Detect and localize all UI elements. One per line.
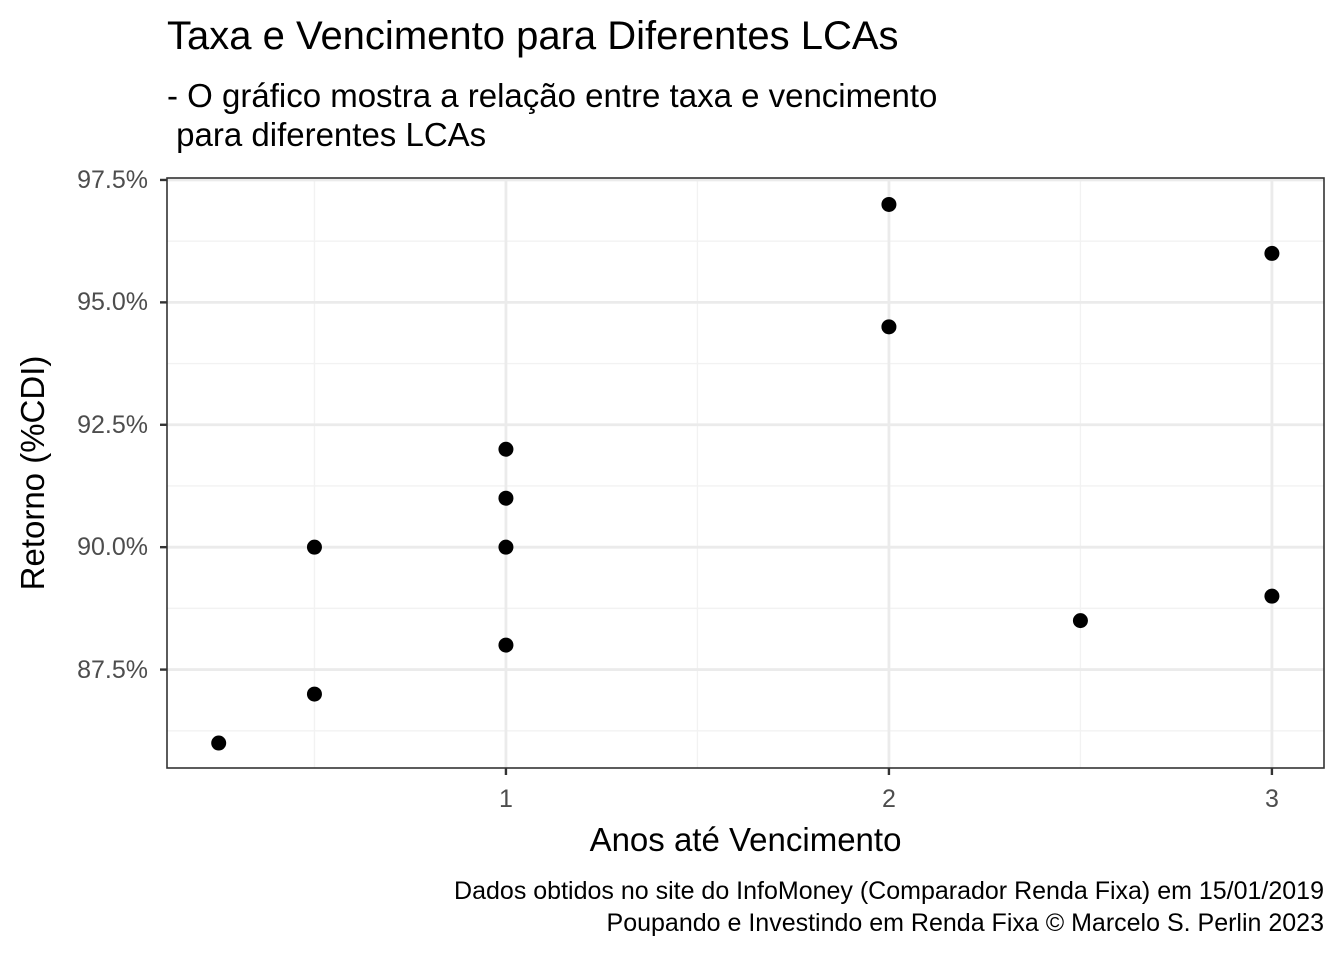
y-tick-label: 90.0% [77,533,148,562]
data-point [211,735,227,751]
data-point [498,490,514,506]
caption-source: Dados obtidos no site do InfoMoney (Comp… [454,877,1324,905]
data-point [881,196,897,212]
x-tick-label: 2 [881,785,896,813]
data-point [498,637,514,653]
y-tick-label: 95.0% [77,288,148,317]
data-point [498,441,514,457]
axis-ticks [160,178,1274,775]
y-tick-label: 92.5% [77,410,148,439]
data-point [306,539,322,555]
panel-border [166,177,1325,769]
y-tick-label: 87.5% [77,655,148,684]
data-point [1264,245,1280,261]
x-tick-label: 3 [1264,785,1279,813]
y-axis-label: Retorno (%CDI) [14,355,51,591]
data-point [1072,613,1088,629]
data-point [498,539,514,555]
data-point [881,319,897,335]
x-tick-label: 1 [498,785,513,813]
chart-subtitle: - O gráfico mostra a relação entre taxa … [167,77,938,153]
major-gridlines [167,178,1324,768]
data-point [306,686,322,702]
caption-copyright: Poupando e Investindo em Renda Fixa © Ma… [606,909,1324,937]
minor-gridlines [167,178,1324,768]
chart-title: Taxa e Vencimento para Diferentes LCAs [167,14,899,58]
data-points [211,196,1280,751]
y-tick-label: 97.5% [77,165,148,194]
x-axis-label: Anos até Vencimento [589,821,902,858]
data-point [1264,588,1280,604]
